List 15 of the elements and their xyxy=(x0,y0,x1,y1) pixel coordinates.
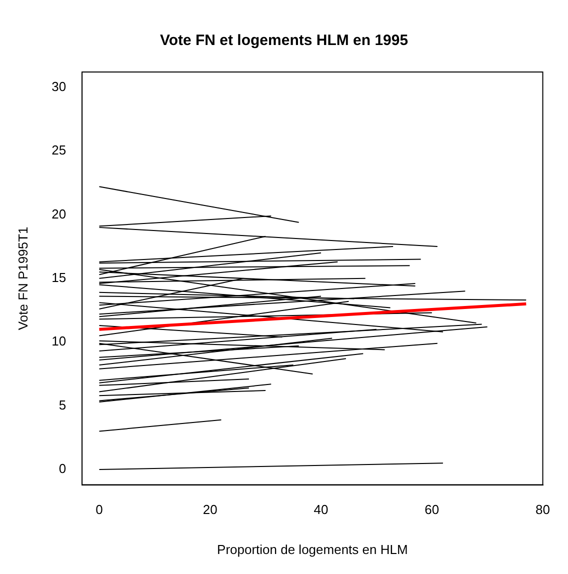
y-tick-label: 0 xyxy=(58,461,66,476)
y-tick-label: 25 xyxy=(52,142,66,158)
x-tick-label: 0 xyxy=(96,502,103,518)
y-tick-label: 15 xyxy=(52,270,66,285)
x-axis-title: Proportion de logements en HLM xyxy=(217,542,408,557)
x-tick-label: 20 xyxy=(202,502,218,518)
y-tick-label: 20 xyxy=(52,206,66,222)
y-axis-title: Vote FN P1995T1 xyxy=(15,226,30,330)
y-tick-label: 5 xyxy=(58,397,66,412)
y-tick-label: 10 xyxy=(52,334,66,349)
x-tick-label: 40 xyxy=(314,502,328,518)
x-tick-label: 80 xyxy=(536,502,550,518)
chart-title: Vote FN et logements HLM en 1995 xyxy=(160,32,408,50)
y-tick-label: 30 xyxy=(52,78,66,94)
x-tick-label: 60 xyxy=(424,502,440,518)
